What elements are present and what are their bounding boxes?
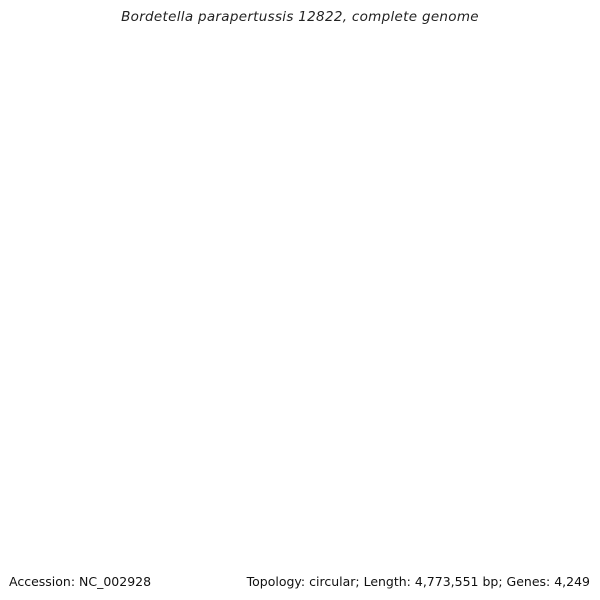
accession-text: Accession: NC_002928	[9, 574, 152, 589]
genome-stats-text: Topology: circular; Length: 4,773,551 bp…	[246, 574, 590, 589]
map-title: Bordetella parapertussis 12822, complete…	[121, 9, 479, 25]
